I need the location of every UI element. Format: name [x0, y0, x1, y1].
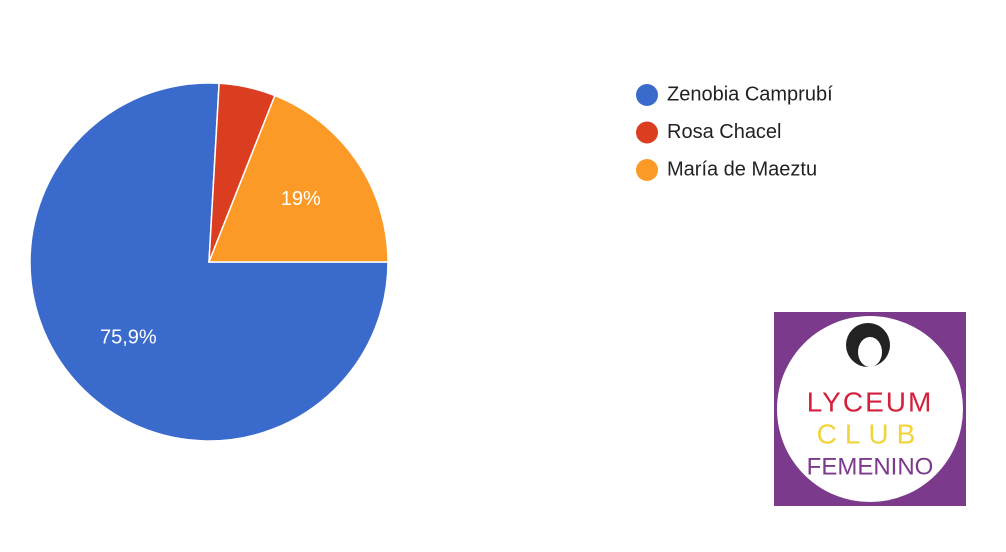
value-label: 19%: [281, 188, 321, 210]
logo-circle: [777, 316, 963, 502]
legend-marker: [636, 159, 658, 181]
logo-line: FEMENINO: [807, 453, 934, 480]
value-label: 75,9%: [100, 327, 157, 349]
logo-line: LYCEUM: [807, 386, 934, 417]
legend-text: Rosa Chacel: [667, 121, 782, 143]
logo-face: [858, 337, 882, 367]
legend-marker: [636, 84, 658, 106]
legend-text: María de Maeztu: [667, 158, 817, 180]
pie-slice: [207, 94, 389, 263]
logo-line: CLUB: [817, 418, 924, 449]
pie-slice: [29, 82, 389, 442]
logo: LYCEUM CLUB FEMENINO: [774, 312, 966, 506]
legend-text: Zenobia Camprubí: [667, 83, 833, 105]
legend-marker: [636, 121, 658, 144]
